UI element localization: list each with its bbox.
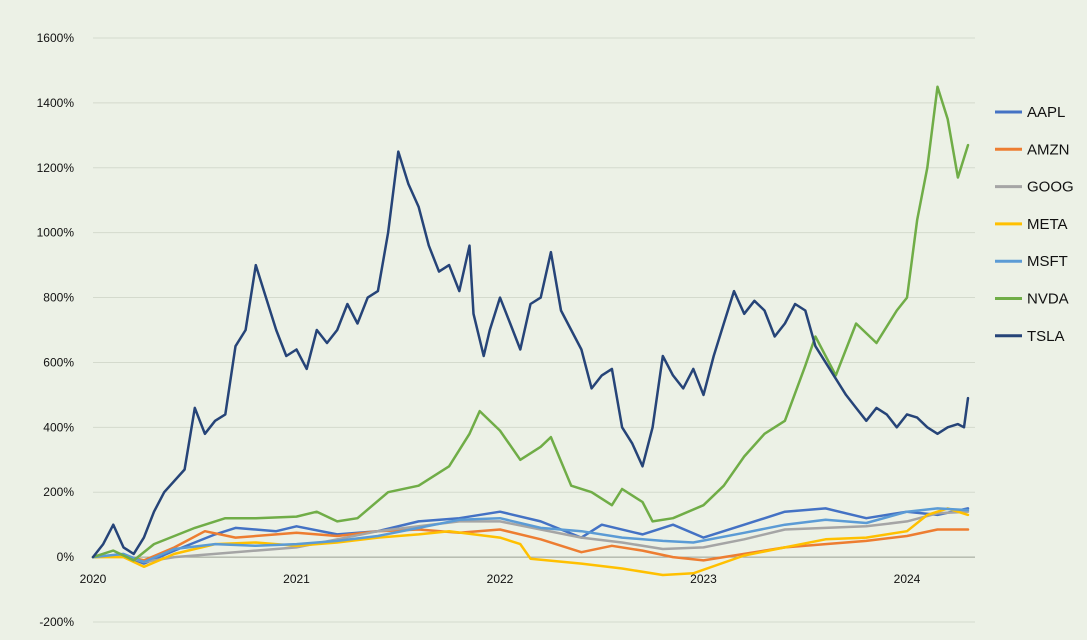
legend-label-meta: META <box>1027 216 1068 233</box>
y-tick-label: 400% <box>43 420 74 434</box>
y-tick-label: -200% <box>39 615 74 629</box>
y-tick-label: 1000% <box>37 226 75 240</box>
x-tick-label: 2022 <box>487 572 514 586</box>
series-line-msft <box>91 507 970 564</box>
series-lines <box>91 85 970 577</box>
legend: AAPL AMZN GOOG META MSFT NVDA TSLA <box>995 104 1074 345</box>
axes: -200% 0% 200% 400% 600% 800% 1000% 1200% 1400% 16… <box>37 31 975 629</box>
legend-label-msft: MSFT <box>1027 253 1068 270</box>
legend-label-amzn: AMZN <box>1027 141 1070 158</box>
legend-label-tsla: TSLA <box>1027 328 1065 345</box>
series-line-goog <box>91 510 970 564</box>
x-tick-label: 2024 <box>894 572 921 586</box>
series-line-tsla <box>91 150 970 559</box>
y-tick-label: 1400% <box>37 96 75 110</box>
y-tick-label: 600% <box>43 355 74 369</box>
legend-label-aapl: AAPL <box>1027 104 1065 121</box>
legend-label-goog: GOOG <box>1027 179 1074 196</box>
series-line-nvda <box>91 85 970 562</box>
y-tick-label: 800% <box>43 291 74 305</box>
x-tick-label: 2020 <box>80 572 107 586</box>
y-tick-label: 0% <box>57 550 75 564</box>
y-tick-label: 200% <box>43 485 74 499</box>
x-tick-label: 2021 <box>283 572 310 586</box>
series-line-amzn <box>91 528 970 562</box>
gridlines <box>93 37 975 623</box>
x-tick-label: 2023 <box>690 572 717 586</box>
y-tick-label: 1600% <box>37 31 75 45</box>
y-tick-label: 1200% <box>37 161 75 175</box>
legend-label-nvda: NVDA <box>1027 291 1069 308</box>
